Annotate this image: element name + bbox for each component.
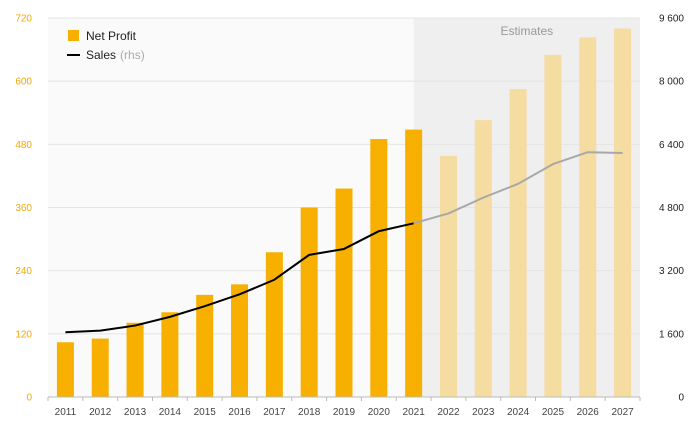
x-tick-label: 2012 <box>89 407 112 418</box>
left-tick-label: 480 <box>15 140 32 151</box>
legend: Net Profit Sales (rhs) <box>67 29 145 62</box>
x-tick-label: 2018 <box>298 407 321 418</box>
right-tick-label: 0 <box>678 393 684 404</box>
right-tick-label: 8 000 <box>659 77 684 88</box>
x-tick-label: 2021 <box>403 407 426 418</box>
legend-swatch-net-profit <box>68 30 79 41</box>
net-profit-bar <box>614 28 632 398</box>
x-tick-label: 2022 <box>437 407 460 418</box>
x-tick-label: 2020 <box>368 407 391 418</box>
sales-line-estimate <box>413 151 623 225</box>
right-tick-label: 6 400 <box>659 140 684 151</box>
left-tick-label: 240 <box>15 266 32 277</box>
left-tick-label: 0 <box>26 393 32 404</box>
axes: 0 0 120 1 600 240 3 200 360 4 800 480 6 400 600 8 0… <box>15 14 684 419</box>
legend-label-sales: Sales (rhs) <box>86 48 145 62</box>
left-tick-label: 600 <box>15 77 32 88</box>
net-profit-bar <box>474 120 492 397</box>
net-profit-bar <box>91 338 109 397</box>
x-tick-label: 2015 <box>194 407 217 418</box>
net-profit-bar <box>300 207 318 397</box>
legend-label-sales-suffix: (rhs) <box>120 48 145 62</box>
right-tick-label: 9 600 <box>659 14 684 25</box>
net-profit-bar <box>231 284 249 397</box>
x-tick-label: 2023 <box>472 407 495 418</box>
net-profit-bar <box>579 37 597 398</box>
net-profit-bar <box>56 342 74 397</box>
estimates-label: Estimates <box>500 24 553 38</box>
right-tick-label: 4 800 <box>659 203 684 214</box>
net-profit-bar <box>126 322 144 397</box>
x-tick-label: 2019 <box>333 407 356 418</box>
right-tick-label: 3 200 <box>659 266 684 277</box>
net-profit-bar <box>161 312 179 397</box>
net-profit-bar <box>439 155 457 397</box>
x-tick-label: 2024 <box>507 407 530 418</box>
net-profit-bar <box>265 252 283 397</box>
right-tick-label: 1 600 <box>659 329 684 340</box>
sales-line <box>65 151 623 334</box>
legend-label-sales-name: Sales <box>86 48 116 62</box>
x-tick-label: 2025 <box>542 407 565 418</box>
left-tick-label: 120 <box>15 329 32 340</box>
net-profit-bar <box>544 54 562 397</box>
x-tick-label: 2027 <box>611 407 634 418</box>
x-tick-label: 2011 <box>55 407 77 418</box>
net-profit-bar <box>335 188 353 397</box>
sales-line-actual <box>65 222 414 334</box>
net-profit-bar <box>196 294 214 397</box>
net-profit-bar <box>370 139 388 397</box>
left-tick-label: 360 <box>15 203 32 214</box>
legend-label-net-profit: Net Profit <box>86 29 137 43</box>
x-tick-label: 2026 <box>577 407 600 418</box>
x-tick-label: 2014 <box>159 407 182 418</box>
x-tick-label: 2017 <box>263 407 286 418</box>
x-tick-label: 2016 <box>228 407 251 418</box>
left-tick-label: 720 <box>15 14 32 25</box>
x-tick-label: 2013 <box>124 407 147 418</box>
net-profit-bar <box>509 89 527 397</box>
net-profit-bar <box>405 129 423 397</box>
